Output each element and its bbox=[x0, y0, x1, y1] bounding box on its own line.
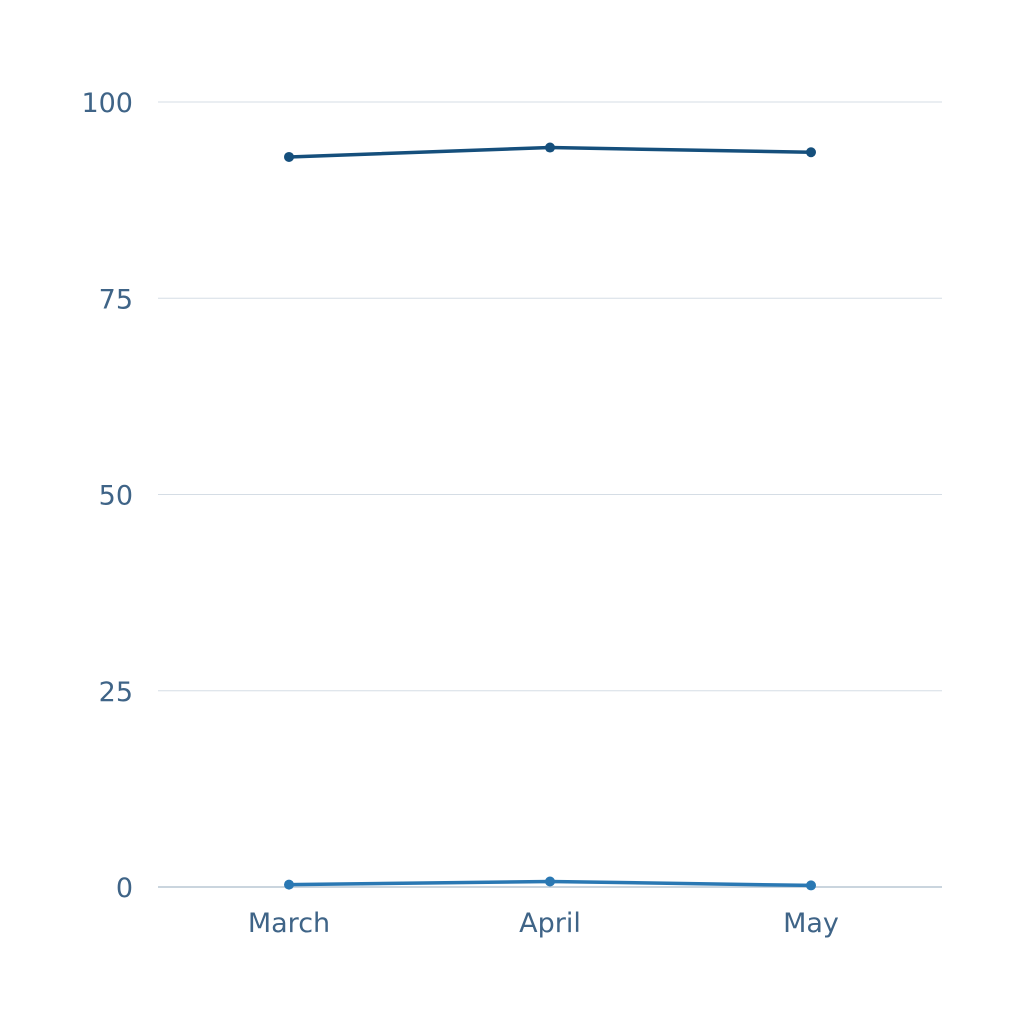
data-point bbox=[284, 151, 294, 162]
series-lines bbox=[284, 142, 816, 891]
data-point bbox=[284, 879, 294, 890]
data-point bbox=[545, 142, 555, 153]
y-tick-label: 25 bbox=[99, 677, 133, 708]
x-tick-label: May bbox=[783, 908, 839, 939]
series-2 bbox=[284, 876, 816, 891]
series-1 bbox=[284, 142, 816, 162]
data-point bbox=[806, 880, 816, 891]
y-tick-label: 75 bbox=[99, 284, 133, 315]
y-axis-tick-labels: 0 25 50 75 100 bbox=[81, 88, 133, 904]
gridlines bbox=[158, 101, 942, 888]
data-point bbox=[545, 876, 555, 887]
x-tick-label: March bbox=[248, 908, 330, 939]
y-tick-label: 100 bbox=[81, 88, 133, 119]
x-axis-tick-labels: March April May bbox=[248, 908, 839, 939]
x-tick-label: April bbox=[519, 908, 581, 939]
y-tick-label: 50 bbox=[99, 481, 133, 512]
data-point bbox=[806, 147, 816, 158]
y-tick-label: 0 bbox=[116, 873, 133, 904]
